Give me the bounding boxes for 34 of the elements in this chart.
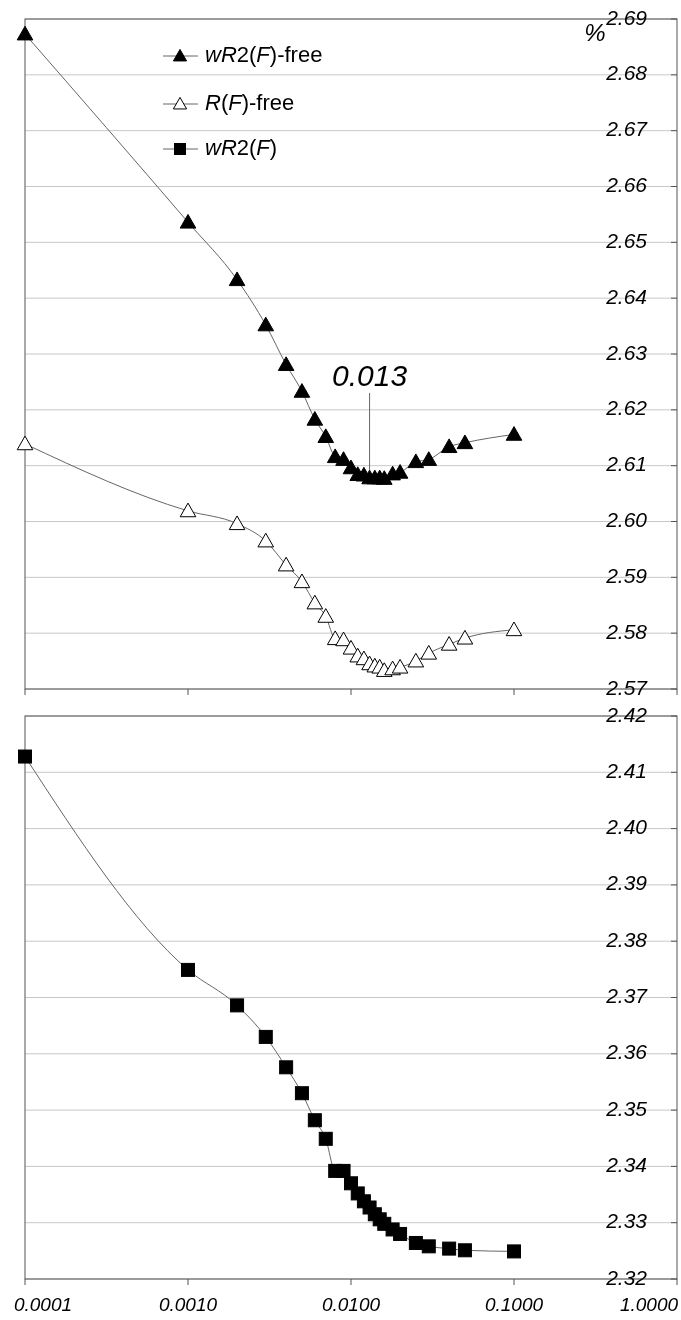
y-tick-label: 2.61 [605,452,647,476]
y-tick-label: 2.58 [605,619,648,643]
y-tick-label: 2.68 [605,61,648,85]
y-tick-label: 2.60 [605,508,648,532]
y-tick-label: 2.41 [605,758,647,782]
y-axis-title: % [584,19,606,46]
y-tick-label: 2.64 [605,284,647,308]
y-tick-label: 2.62 [605,396,648,420]
y-tick-label: 2.63 [605,340,648,364]
y-tick-label: 2.67 [605,117,649,141]
legend-label: wR2(F)-free [205,41,323,67]
x-tick-label: 0.1000 [484,1294,544,1315]
y-tick-label: 2.66 [605,173,648,197]
y-tick-label: 2.34 [605,1152,647,1176]
y-tick-label: 2.38 [605,927,648,951]
legend-label: wR2(F) [205,134,278,160]
y-tick-label: 2.33 [605,1209,648,1233]
y-tick-label: 2.37 [605,984,649,1008]
x-tick-label: 0.0010 [158,1294,218,1315]
y-tick-label: 2.65 [605,228,648,252]
y-tick-label: 2.32 [605,1265,648,1289]
y-tick-label: 2.40 [605,815,648,839]
y-tick-label: 2.59 [605,563,648,587]
y-tick-label: 2.36 [605,1040,648,1064]
y-tick-label: 2.35 [605,1096,648,1120]
x-tick-label: 0.0001 [13,1294,73,1315]
legend-label: R(F)-free [205,89,295,115]
x-tick-label: 0.0100 [321,1294,381,1315]
x-tick-label: 1.0000 [619,1294,679,1315]
y-tick-label: 2.57 [605,675,649,699]
y-tick-label: 2.69 [605,5,648,29]
y-tick-label: 2.42 [605,702,648,726]
y-tick-label: 2.39 [605,871,648,895]
annotation: 0.013 [332,358,408,392]
